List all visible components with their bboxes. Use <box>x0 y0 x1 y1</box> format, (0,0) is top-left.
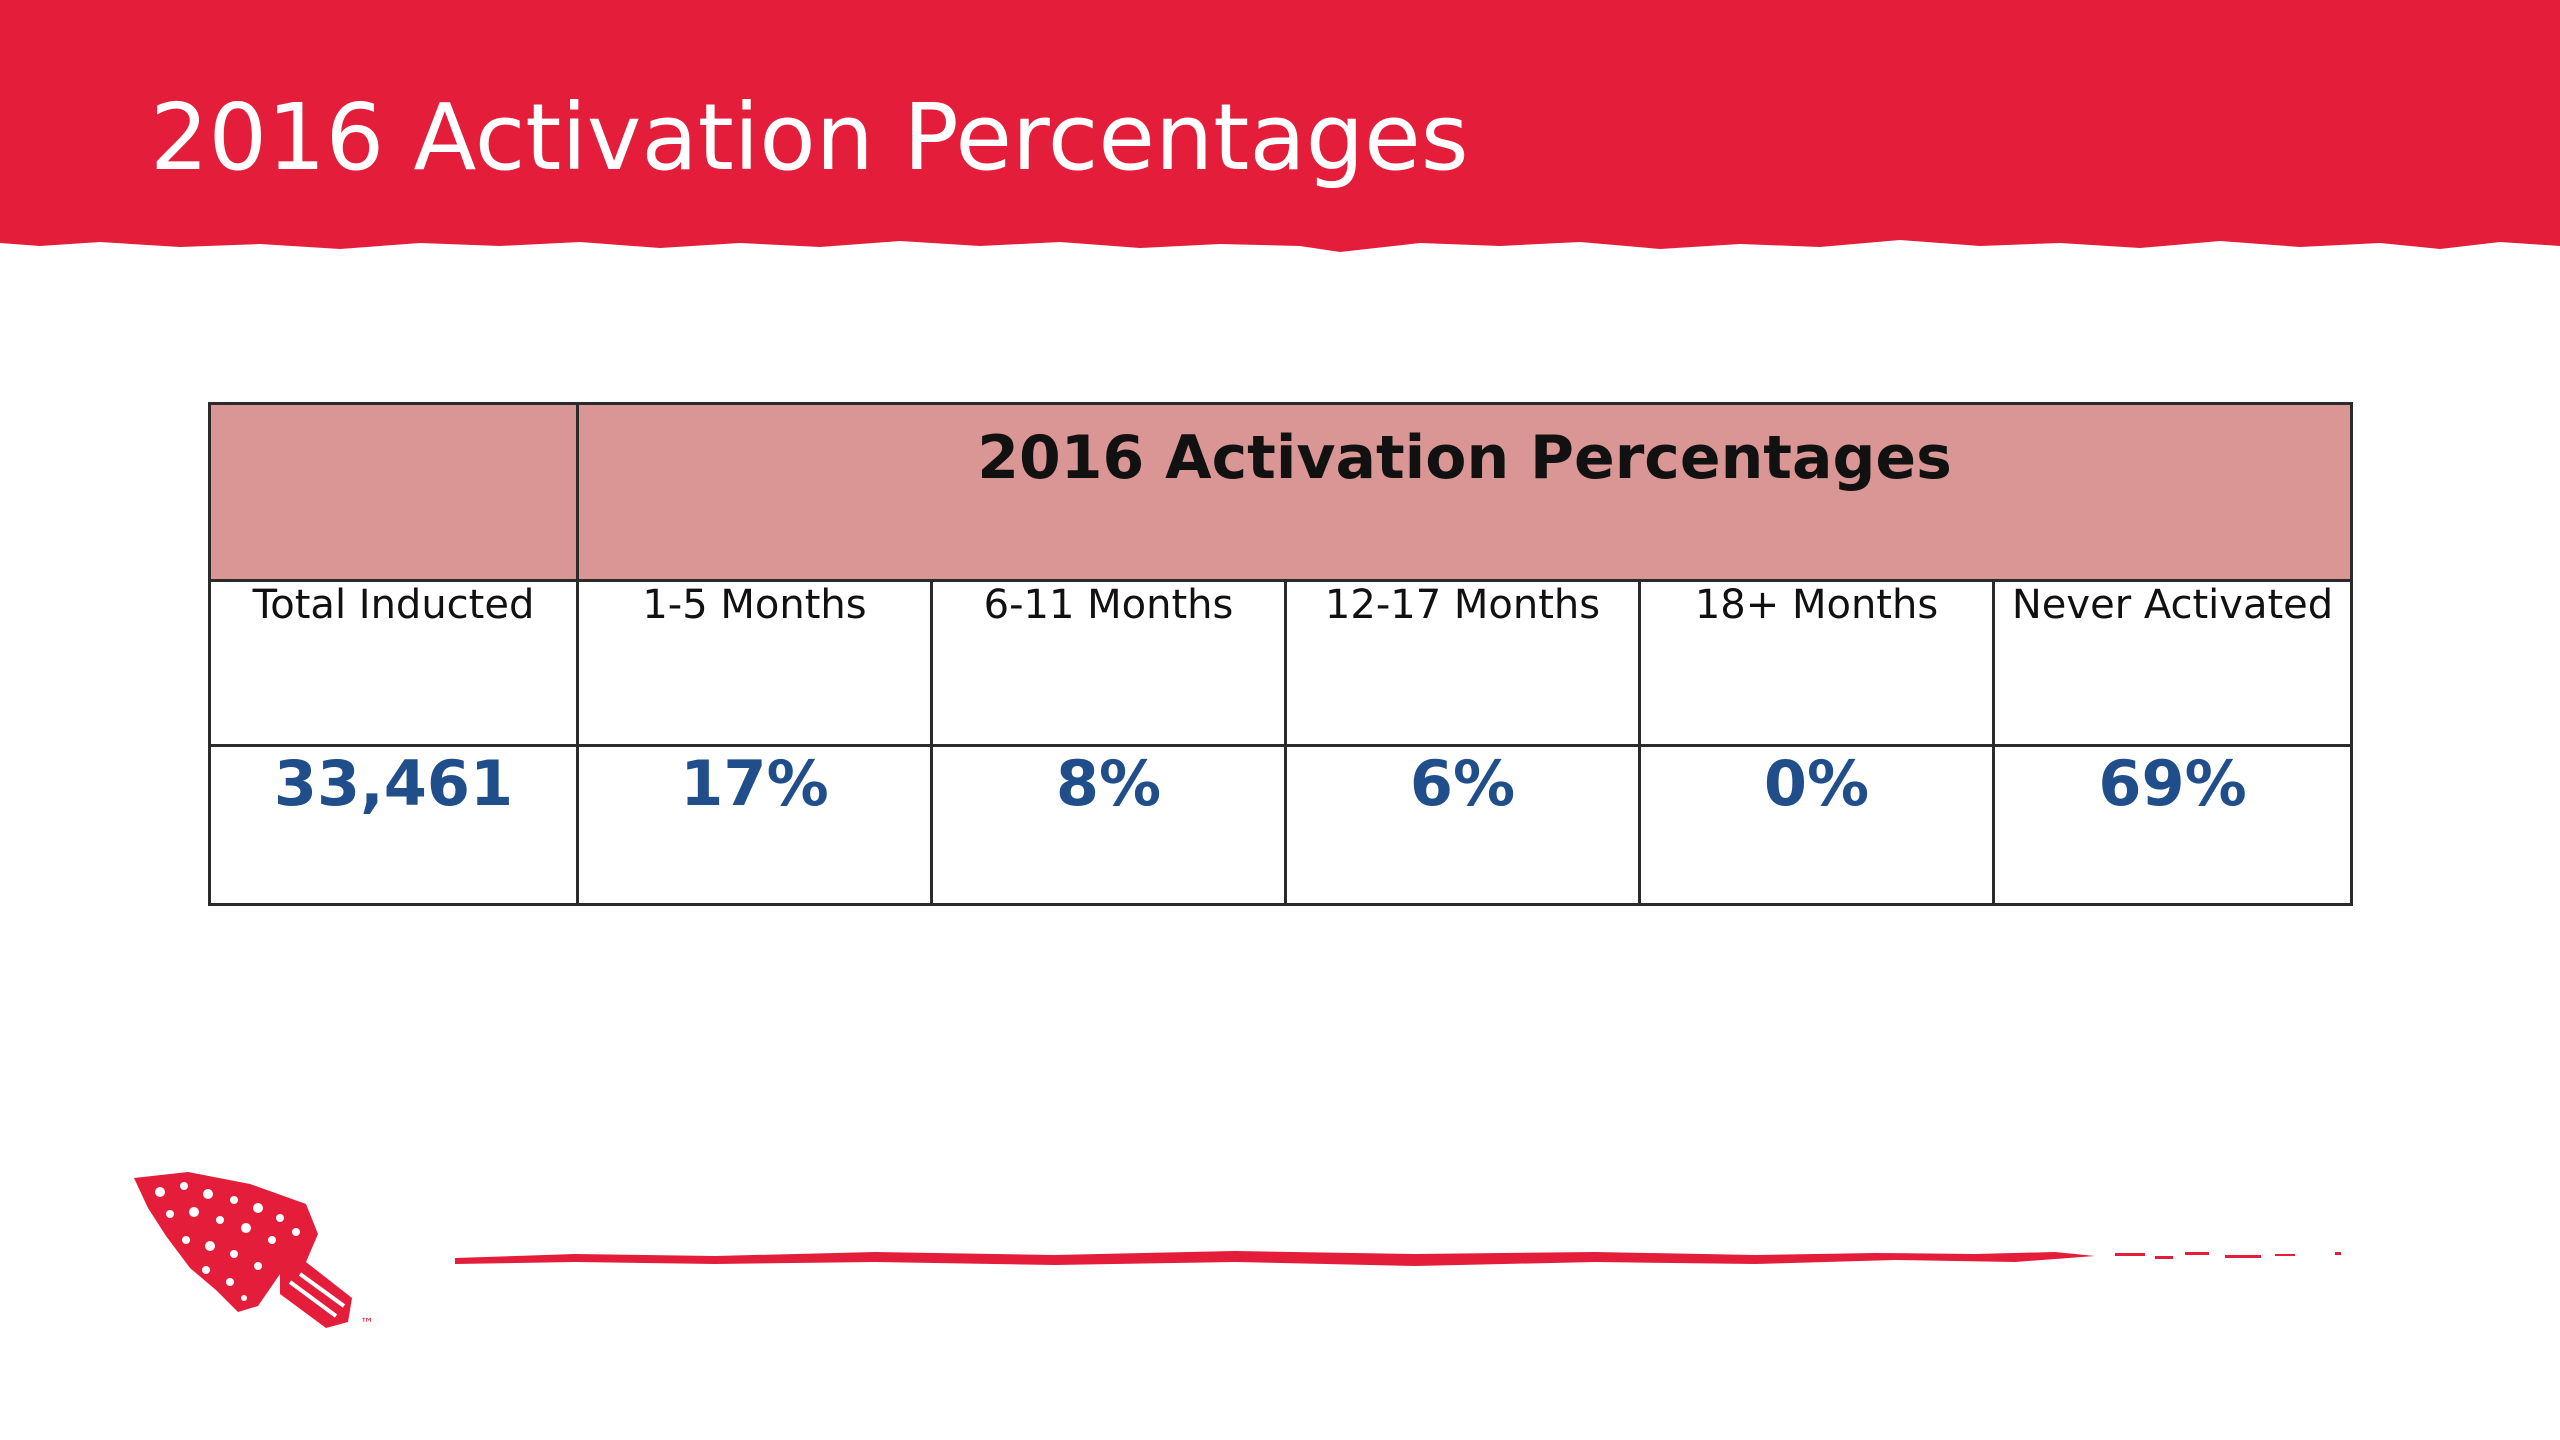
table-title: 2016 Activation Percentages <box>575 402 2354 582</box>
table-value-row: 33,461 17% 8% 6% 0% 69% <box>208 744 2354 906</box>
column-label-total-inducted: Total Inducted <box>208 579 579 747</box>
value-total-inducted: 33,461 <box>208 744 579 906</box>
column-label-18-plus-months: 18+ Months <box>1638 579 1995 747</box>
table-label-row: Total Inducted 1-5 Months 6-11 Months 12… <box>208 579 2354 747</box>
value-never-activated: 69% <box>1991 744 2354 906</box>
value-6-11-months: 8% <box>930 744 1287 906</box>
value-1-5-months: 17% <box>576 744 933 906</box>
decorative-brush-stroke <box>455 1240 2365 1280</box>
column-label-6-11-months: 6-11 Months <box>930 579 1287 747</box>
arrowhead-logo-icon <box>130 1170 390 1350</box>
slide-title: 2016 Activation Percentages <box>150 84 1469 191</box>
column-label-12-17-months: 12-17 Months <box>1284 579 1641 747</box>
column-label-1-5-months: 1-5 Months <box>576 579 933 747</box>
trademark-symbol: ™ <box>360 1316 374 1332</box>
activation-table: 2016 Activation Percentages Total Induct… <box>208 402 2354 906</box>
title-banner: 2016 Activation Percentages <box>0 0 2560 260</box>
table-header-row: 2016 Activation Percentages <box>208 402 2354 582</box>
column-label-never-activated: Never Activated <box>1991 579 2354 747</box>
table-header-empty-cell <box>208 402 579 582</box>
value-12-17-months: 6% <box>1284 744 1641 906</box>
brush-banner-shape <box>0 0 2560 252</box>
activation-table-container: 2016 Activation Percentages Total Induct… <box>208 402 2354 906</box>
value-18-plus-months: 0% <box>1638 744 1995 906</box>
